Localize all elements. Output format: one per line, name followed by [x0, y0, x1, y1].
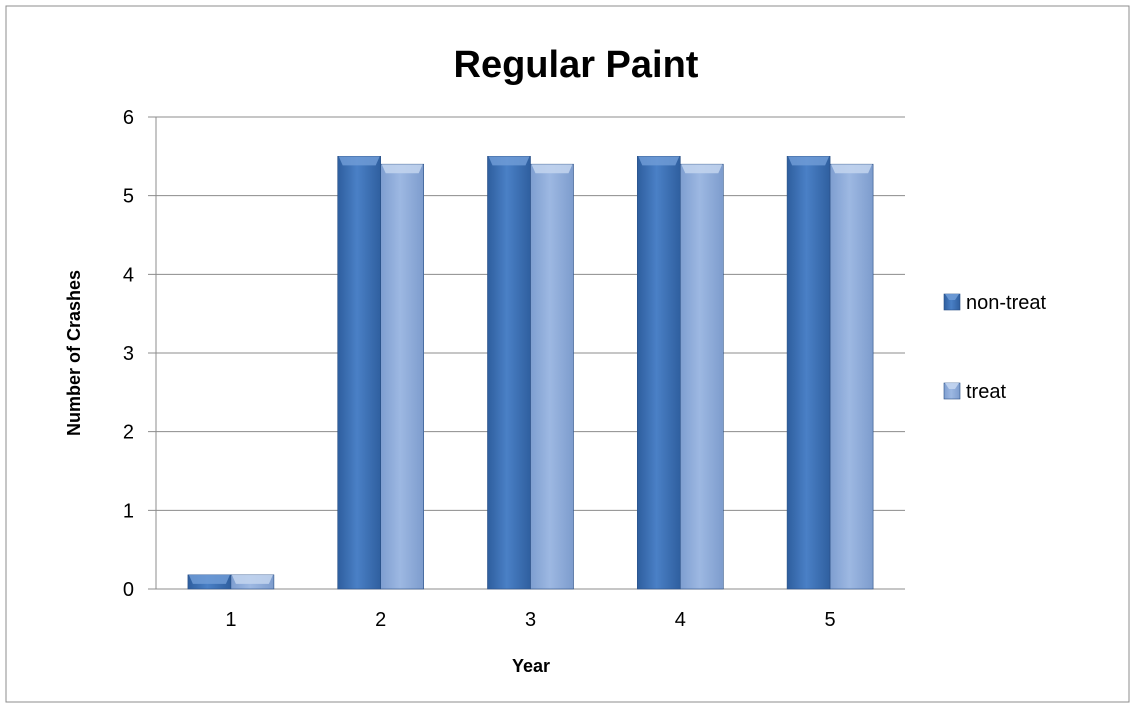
- bar-bevel: [531, 164, 573, 174]
- legend-label-non-treat: non-treat: [966, 292, 1046, 314]
- x-tick-label: 2: [375, 609, 386, 631]
- bar-bevel: [681, 164, 723, 174]
- legend-label-treat: treat: [966, 381, 1006, 403]
- bar-non-treat-2: [337, 156, 382, 590]
- legend-swatch-bevel: [945, 294, 959, 300]
- y-tick-label: 2: [123, 422, 134, 444]
- bar-treat-3: [530, 163, 574, 590]
- y-tick-label: 1: [123, 500, 134, 522]
- bar-bevel: [231, 574, 273, 584]
- bar-non-treat-4: [636, 156, 681, 590]
- y-tick-label: 3: [123, 343, 134, 365]
- y-tick-label: 5: [123, 186, 134, 208]
- bar-bevel: [488, 156, 530, 166]
- y-tick-label: 6: [123, 107, 134, 129]
- bar-treat-5: [829, 163, 874, 590]
- x-tick-label: 1: [225, 609, 236, 631]
- chart-title: Regular Paint: [454, 44, 699, 86]
- x-tick-labels: 1 2 3 4 5: [225, 609, 835, 631]
- bar-bevel: [638, 156, 680, 166]
- bar-bevel: [338, 156, 380, 166]
- bar-bevel: [381, 164, 423, 174]
- x-tick-label: 3: [525, 609, 536, 631]
- bars: [187, 156, 874, 590]
- x-tick-label: 5: [825, 609, 836, 631]
- y-axis-label: Number of Crashes: [64, 270, 84, 436]
- legend: non-treat treat: [943, 292, 1046, 403]
- x-axis-label: Year: [512, 656, 550, 676]
- bar-bevel: [831, 164, 873, 174]
- bar-non-treat-5: [786, 156, 831, 590]
- legend-swatch-bevel: [945, 383, 959, 389]
- y-tick-label: 0: [123, 579, 134, 601]
- bar-treat-4: [679, 163, 724, 590]
- y-tick-label: 4: [123, 264, 134, 286]
- bar-bevel: [188, 574, 230, 584]
- bar-bevel: [788, 156, 830, 166]
- y-tick-labels: 0 1 2 3 4 5 6: [123, 107, 134, 601]
- bar-non-treat-3: [487, 156, 531, 590]
- bar-treat-2: [380, 163, 425, 590]
- x-tick-label: 4: [675, 609, 686, 631]
